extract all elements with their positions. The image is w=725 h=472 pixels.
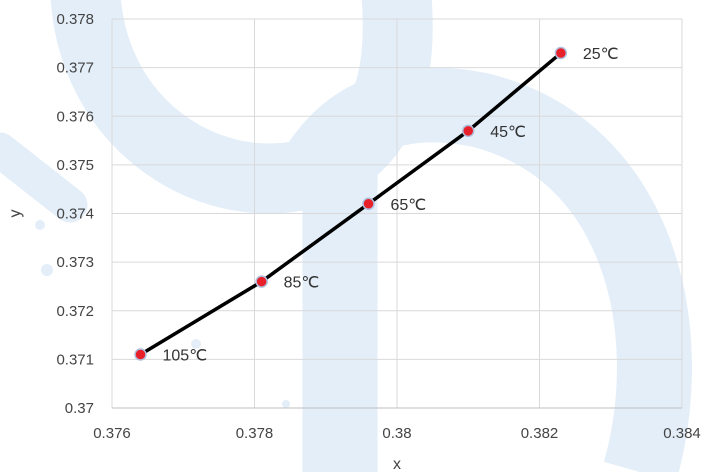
watermark-dot bbox=[41, 264, 53, 276]
data-point-label: 105℃ bbox=[163, 348, 208, 365]
x-axis-title: x bbox=[393, 456, 401, 472]
data-point-marker bbox=[462, 124, 475, 138]
x-tick-label: 0.378 bbox=[236, 425, 274, 442]
data-point-label: 25℃ bbox=[583, 46, 619, 63]
watermark-dot bbox=[191, 339, 201, 349]
watermark bbox=[0, 0, 692, 472]
y-tick-label: 0.372 bbox=[56, 303, 94, 320]
y-tick-label: 0.37 bbox=[65, 400, 94, 417]
watermark-dot bbox=[35, 220, 45, 230]
y-tick-label: 0.371 bbox=[56, 351, 94, 368]
point-labels: 105℃ 85℃ 65℃ 45℃ 25℃ bbox=[163, 46, 619, 364]
y-tick-label: 0.375 bbox=[56, 157, 94, 174]
y-tick-label: 0.373 bbox=[56, 254, 94, 271]
gridlines bbox=[111, 18, 683, 409]
watermark-dot bbox=[282, 400, 290, 408]
y-tick-label: 0.377 bbox=[56, 60, 94, 77]
data-point-label: 85℃ bbox=[284, 275, 320, 292]
data-point-marker bbox=[554, 46, 568, 60]
axes: 0.37 0.371 0.372 0.373 0.374 0.375 0.376 0.377 0… bbox=[56, 11, 700, 442]
x-tick-label: 0.382 bbox=[521, 425, 559, 442]
y-tick-label: 0.376 bbox=[56, 108, 94, 125]
watermark-bar-left bbox=[0, 132, 88, 223]
y-tick-label: 0.374 bbox=[56, 206, 94, 223]
y-axis-title: y bbox=[7, 210, 24, 218]
x-tick-label: 0.384 bbox=[663, 425, 701, 442]
data-point-label: 65℃ bbox=[391, 197, 427, 214]
y-tick-label: 0.378 bbox=[56, 11, 94, 28]
data-point-marker bbox=[255, 275, 268, 288]
x-tick-label: 0.38 bbox=[382, 425, 411, 442]
series-line bbox=[134, 46, 568, 361]
data-point-label: 45℃ bbox=[490, 124, 526, 141]
data-point-marker bbox=[134, 348, 147, 361]
data-point-marker bbox=[362, 197, 375, 211]
x-tick-label: 0.376 bbox=[93, 425, 131, 442]
